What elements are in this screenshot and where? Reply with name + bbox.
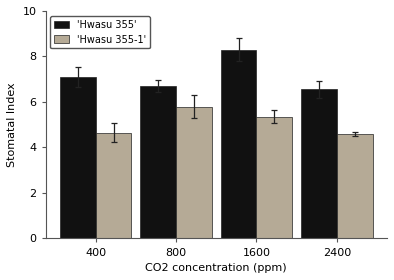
Bar [96,133,132,239]
Bar [221,50,256,239]
Bar [337,134,373,239]
Bar [301,89,337,239]
Bar [256,117,292,239]
Bar [60,77,96,239]
X-axis label: CO2 concentration (ppm): CO2 concentration (ppm) [145,263,287,273]
Bar [176,106,212,239]
Legend: 'Hwasu 355', 'Hwasu 355-1': 'Hwasu 355', 'Hwasu 355-1' [50,16,150,48]
Bar [140,86,176,239]
Y-axis label: Stomatal Index: Stomatal Index [7,82,17,167]
